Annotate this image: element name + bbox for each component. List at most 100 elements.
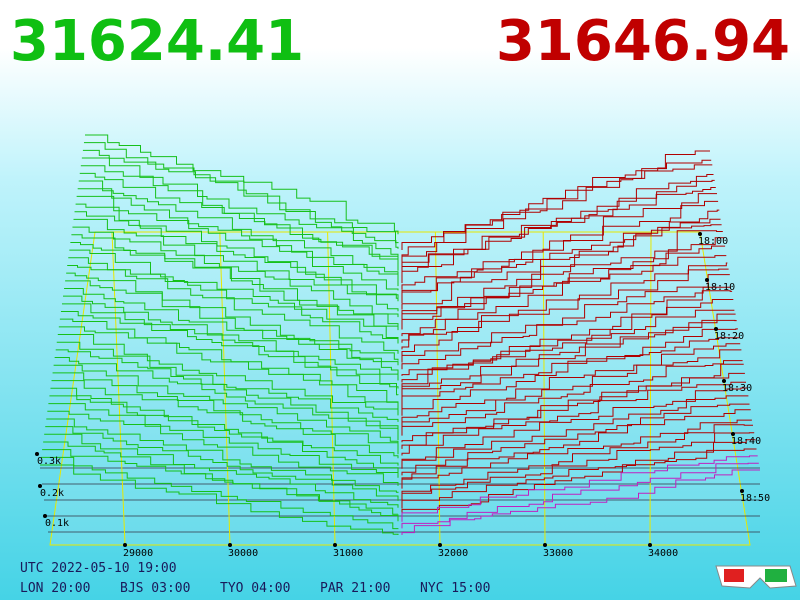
bid-depth-line bbox=[47, 410, 399, 486]
bid-depth-line bbox=[54, 357, 399, 441]
depth-lines bbox=[40, 134, 760, 535]
ask-depth-line bbox=[401, 290, 733, 376]
time-tick-label: 18:00 bbox=[698, 236, 728, 247]
bid-depth-line bbox=[52, 372, 399, 455]
ask-depth-line bbox=[401, 424, 753, 496]
utc-time: UTC 2022-05-10 19:00 bbox=[20, 561, 177, 576]
bid-depth-line bbox=[60, 311, 399, 396]
price-tick-label: 30000 bbox=[228, 548, 258, 559]
city-time: PAR 21:00 bbox=[320, 581, 390, 596]
time-tick-label: 18:40 bbox=[731, 436, 761, 447]
tick-dot bbox=[123, 543, 127, 547]
ask-depth-line bbox=[401, 193, 717, 290]
bid-depth-line bbox=[81, 157, 399, 257]
city-time: BJS 03:00 bbox=[120, 581, 190, 596]
time-tick-label: 18:10 bbox=[705, 282, 735, 293]
ask-depth-line bbox=[401, 448, 757, 516]
time-tick-label: 18:50 bbox=[740, 493, 770, 504]
bid-depth-line bbox=[76, 195, 399, 291]
tick-dot bbox=[722, 379, 726, 383]
depth-tick-label: 0.3k bbox=[37, 456, 61, 467]
bid-depth-line bbox=[45, 426, 399, 501]
tick-dot bbox=[38, 484, 42, 488]
ask-depth-line bbox=[401, 274, 730, 363]
price-tick-label: 33000 bbox=[543, 548, 573, 559]
city-time: LON 20:00 bbox=[20, 581, 90, 596]
tick-dot bbox=[438, 543, 442, 547]
bid-depth-line bbox=[74, 211, 399, 302]
bid-depth-line bbox=[73, 218, 399, 312]
ask-depth-line bbox=[401, 372, 745, 449]
bid-depth-line bbox=[55, 349, 399, 430]
ask-depth-line bbox=[401, 462, 759, 529]
bid-depth-line bbox=[58, 326, 399, 412]
bid-depth-line bbox=[43, 441, 399, 515]
ask-depth-line bbox=[401, 164, 713, 264]
bid-depth-line bbox=[77, 188, 399, 287]
ask-depth-line bbox=[401, 439, 756, 509]
tick-dot bbox=[228, 543, 232, 547]
ask-depth-line bbox=[401, 179, 715, 277]
ask-depth-line bbox=[401, 469, 760, 535]
ask-price: 31646.94 bbox=[496, 9, 790, 74]
tick-dot bbox=[43, 514, 47, 518]
tick-dot bbox=[543, 543, 547, 547]
bid-depth-line bbox=[40, 464, 399, 535]
bid-depth-line bbox=[51, 380, 399, 459]
tick-dot bbox=[714, 327, 718, 331]
tick-dot bbox=[35, 452, 39, 456]
tick-dot bbox=[705, 278, 709, 282]
bid-depth-line bbox=[44, 433, 399, 508]
bid-depth-line bbox=[49, 395, 399, 473]
ask-depth-line bbox=[401, 299, 734, 383]
bid-depth-line bbox=[67, 264, 399, 354]
ask-depth-line bbox=[401, 237, 724, 330]
ask-depth-line bbox=[401, 381, 746, 456]
ask-depth-line bbox=[401, 328, 738, 410]
price-grid-line bbox=[111, 231, 126, 546]
depth-tick-label: 0.2k bbox=[40, 488, 64, 499]
bid-depth-line bbox=[80, 165, 399, 264]
bid-depth-line bbox=[68, 257, 399, 344]
price-tick-label: 29000 bbox=[123, 548, 153, 559]
bid-depth-line bbox=[61, 303, 399, 389]
tick-dot bbox=[333, 543, 337, 547]
ask-depth-line bbox=[401, 200, 719, 297]
ask-depth-line bbox=[401, 349, 742, 429]
city-time: NYC 15:00 bbox=[420, 581, 490, 596]
ask-depth-line bbox=[401, 419, 752, 489]
tick-dot bbox=[740, 489, 744, 493]
bid-depth-line bbox=[53, 364, 399, 445]
bid-depth-line bbox=[79, 172, 399, 271]
tick-dot bbox=[731, 432, 735, 436]
ask-depth-line bbox=[401, 360, 743, 436]
bid-depth-line bbox=[71, 234, 399, 326]
bid-depth-line bbox=[59, 318, 399, 403]
bid-depth-line bbox=[83, 142, 399, 244]
depth-tick-label: 0.1k bbox=[45, 518, 69, 529]
bid-depth-line bbox=[75, 203, 399, 299]
3d-glasses-icon bbox=[715, 565, 797, 589]
ask-depth-line bbox=[401, 224, 722, 317]
ask-depth-line bbox=[401, 187, 716, 284]
ask-depth-line bbox=[401, 409, 751, 482]
bid-price: 31624.41 bbox=[10, 9, 304, 74]
ask-depth-line bbox=[401, 286, 731, 370]
bid-depth-line bbox=[42, 449, 399, 522]
ask-depth-line bbox=[401, 209, 720, 304]
bid-depth-line bbox=[57, 334, 399, 416]
ask-depth-line bbox=[401, 319, 737, 403]
axis-labels: 29000 30000 31000 32000 33000 34000 18:00 18:10… bbox=[35, 232, 770, 559]
tick-dot bbox=[648, 543, 652, 547]
ask-depth-line bbox=[401, 309, 735, 390]
ask-depth-line bbox=[401, 262, 728, 350]
tick-dot bbox=[698, 232, 702, 236]
ask-depth-line bbox=[401, 455, 758, 522]
ask-depth-line bbox=[401, 395, 749, 469]
time-tick-label: 18:30 bbox=[722, 383, 752, 394]
price-tick-label: 31000 bbox=[333, 548, 363, 559]
city-times: LON 20:00 BJS 03:00 TYO 04:00 PAR 21:00 NYC … bbox=[20, 581, 490, 596]
bid-depth-line bbox=[72, 226, 399, 318]
bid-depth-line bbox=[64, 287, 399, 374]
